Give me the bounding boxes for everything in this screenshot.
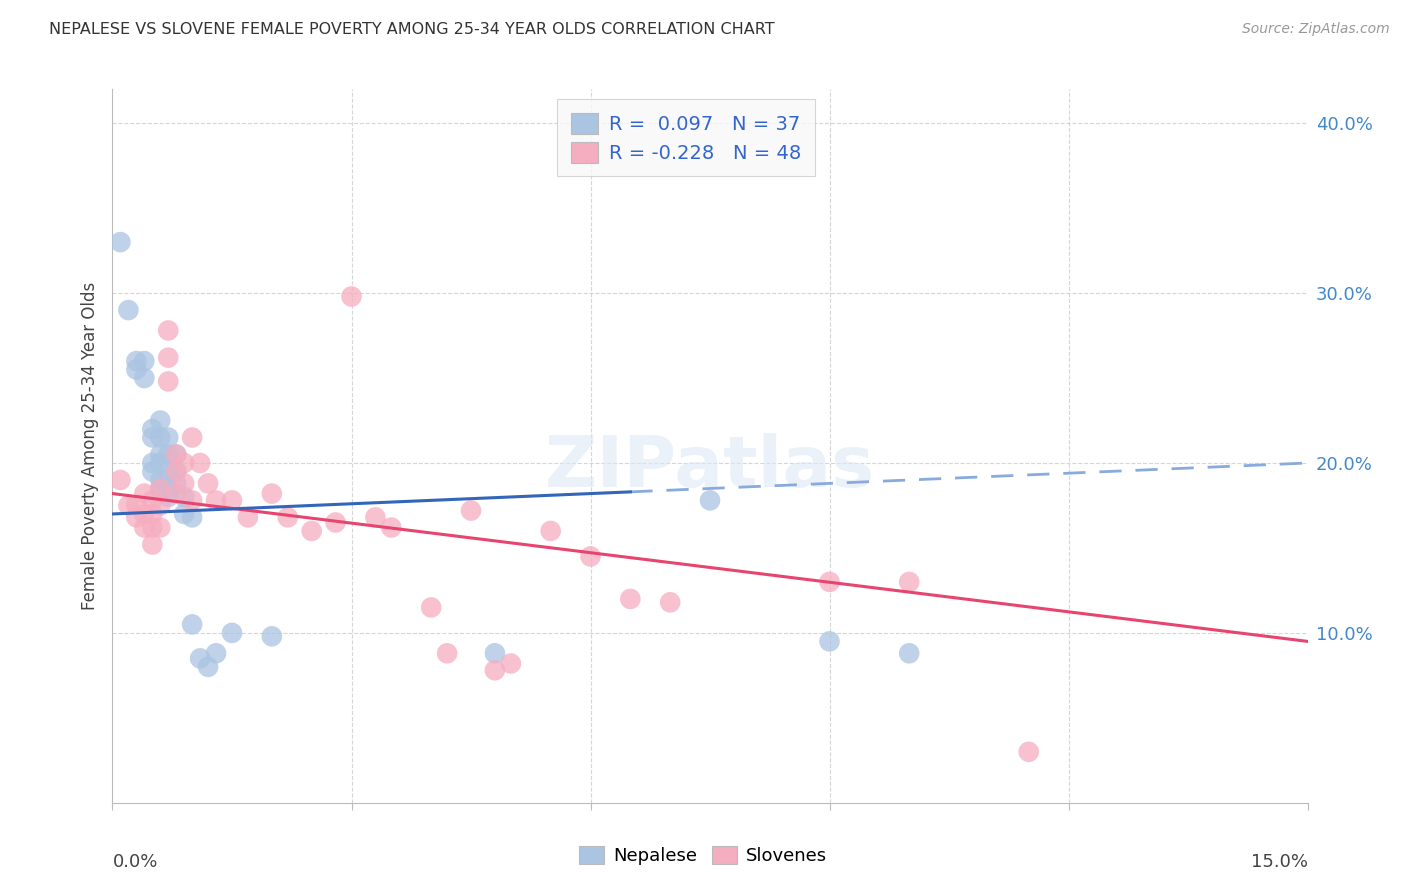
- Point: [188, 651, 211, 665]
- Text: 0.0%: 0.0%: [112, 853, 157, 871]
- Point: [134, 486, 156, 500]
- Point: [134, 354, 156, 368]
- Point: [188, 456, 211, 470]
- Point: [141, 430, 163, 444]
- Legend: Nepalese, Slovenes: Nepalese, Slovenes: [569, 837, 837, 874]
- Point: [277, 510, 299, 524]
- Point: [818, 574, 841, 589]
- Point: [157, 490, 180, 504]
- Point: [165, 465, 187, 479]
- Point: [659, 595, 682, 609]
- Point: [460, 503, 482, 517]
- Point: [134, 520, 156, 534]
- Point: [149, 482, 172, 496]
- Point: [157, 375, 180, 389]
- Point: [165, 486, 187, 500]
- Point: [173, 490, 195, 504]
- Point: [540, 524, 562, 538]
- Point: [134, 371, 156, 385]
- Text: ZIPatlas: ZIPatlas: [546, 433, 875, 502]
- Point: [141, 465, 163, 479]
- Point: [165, 448, 187, 462]
- Point: [110, 473, 132, 487]
- Point: [340, 289, 363, 303]
- Point: [181, 430, 204, 444]
- Text: Source: ZipAtlas.com: Source: ZipAtlas.com: [1241, 22, 1389, 37]
- Point: [149, 456, 172, 470]
- Point: [157, 351, 180, 365]
- Point: [1018, 745, 1040, 759]
- Point: [436, 646, 458, 660]
- Point: [110, 235, 132, 249]
- Point: [125, 499, 148, 513]
- Point: [325, 516, 347, 530]
- Point: [898, 646, 921, 660]
- Point: [301, 524, 323, 538]
- Point: [364, 510, 387, 524]
- Point: [699, 493, 721, 508]
- Point: [165, 465, 187, 479]
- Point: [420, 600, 443, 615]
- Point: [141, 456, 163, 470]
- Text: NEPALESE VS SLOVENE FEMALE POVERTY AMONG 25-34 YEAR OLDS CORRELATION CHART: NEPALESE VS SLOVENE FEMALE POVERTY AMONG…: [49, 22, 775, 37]
- Point: [149, 482, 172, 496]
- Point: [117, 303, 139, 318]
- Point: [157, 448, 180, 462]
- Point: [141, 507, 163, 521]
- Point: [619, 591, 641, 606]
- Point: [165, 448, 187, 462]
- Point: [181, 510, 204, 524]
- Point: [149, 473, 172, 487]
- Point: [149, 413, 172, 427]
- Point: [484, 646, 506, 660]
- Point: [173, 476, 195, 491]
- Point: [157, 430, 180, 444]
- Point: [898, 574, 921, 589]
- Point: [818, 634, 841, 648]
- Point: [205, 646, 228, 660]
- Y-axis label: Female Poverty Among 25-34 Year Olds: Female Poverty Among 25-34 Year Olds: [80, 282, 98, 610]
- Point: [484, 663, 506, 677]
- Point: [380, 520, 402, 534]
- Point: [157, 323, 180, 337]
- Point: [165, 476, 187, 491]
- Point: [117, 499, 139, 513]
- Point: [125, 510, 148, 524]
- Point: [141, 520, 163, 534]
- Text: 15.0%: 15.0%: [1250, 853, 1308, 871]
- Point: [149, 430, 172, 444]
- Point: [499, 657, 522, 671]
- Point: [125, 354, 148, 368]
- Point: [181, 617, 204, 632]
- Point: [134, 507, 156, 521]
- Point: [260, 629, 283, 643]
- Point: [197, 660, 219, 674]
- Point: [197, 476, 219, 491]
- Point: [236, 510, 259, 524]
- Point: [157, 465, 180, 479]
- Point: [149, 520, 172, 534]
- Point: [579, 549, 602, 564]
- Point: [221, 493, 243, 508]
- Point: [173, 456, 195, 470]
- Point: [173, 507, 195, 521]
- Point: [141, 422, 163, 436]
- Point: [157, 482, 180, 496]
- Point: [205, 493, 228, 508]
- Point: [149, 448, 172, 462]
- Point: [221, 626, 243, 640]
- Point: [141, 537, 163, 551]
- Point: [149, 499, 172, 513]
- Point: [260, 486, 283, 500]
- Point: [125, 362, 148, 376]
- Point: [141, 493, 163, 508]
- Legend: R =  0.097   N = 37, R = -0.228   N = 48: R = 0.097 N = 37, R = -0.228 N = 48: [557, 99, 815, 177]
- Point: [181, 493, 204, 508]
